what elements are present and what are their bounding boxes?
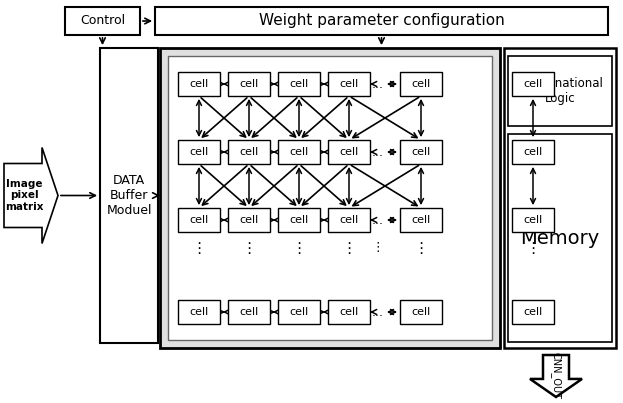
Text: cell: cell — [189, 307, 209, 317]
Bar — [178, 300, 220, 324]
Bar — [400, 72, 442, 96]
Bar — [328, 140, 370, 164]
Text: cell: cell — [239, 147, 259, 157]
Text: cell: cell — [411, 307, 430, 317]
Text: ...: ... — [372, 145, 384, 158]
Polygon shape — [4, 147, 58, 243]
Text: ⋮: ⋮ — [414, 241, 429, 256]
Bar — [160, 48, 500, 348]
Text: ...: ... — [372, 77, 384, 91]
Bar — [228, 300, 270, 324]
Bar — [168, 56, 492, 340]
Bar — [328, 300, 370, 324]
Bar — [178, 72, 220, 96]
Bar — [178, 208, 220, 232]
Text: DATA
Buffer
Moduel: DATA Buffer Moduel — [107, 174, 152, 217]
Text: ⋮: ⋮ — [241, 241, 257, 256]
Bar — [178, 140, 220, 164]
Bar — [228, 140, 270, 164]
Bar — [512, 300, 554, 324]
Text: Weight parameter configuration: Weight parameter configuration — [259, 13, 505, 29]
Text: cell: cell — [189, 147, 209, 157]
Text: cell: cell — [289, 215, 308, 225]
Text: cell: cell — [411, 147, 430, 157]
Text: ⋮: ⋮ — [292, 241, 307, 256]
Bar — [65, 7, 140, 35]
Text: ...: ... — [372, 305, 384, 318]
Text: cell: cell — [289, 307, 308, 317]
Text: cell: cell — [411, 215, 430, 225]
Text: cell: cell — [340, 307, 359, 317]
Text: Memory: Memory — [520, 229, 599, 247]
Bar — [328, 208, 370, 232]
Bar — [228, 72, 270, 96]
Bar — [508, 56, 612, 126]
Bar — [278, 140, 320, 164]
Text: ⋮: ⋮ — [191, 241, 207, 256]
Text: cell: cell — [189, 215, 209, 225]
Bar — [400, 140, 442, 164]
Text: cell: cell — [289, 147, 308, 157]
Bar — [278, 72, 320, 96]
Text: cell: cell — [239, 215, 259, 225]
Bar — [155, 7, 608, 35]
Text: cell: cell — [340, 215, 359, 225]
Bar — [278, 300, 320, 324]
Text: Control: Control — [80, 15, 125, 27]
Bar — [504, 48, 616, 348]
Bar — [100, 48, 158, 343]
Text: cell: cell — [523, 215, 543, 225]
Bar — [328, 72, 370, 96]
Text: cell: cell — [411, 79, 430, 89]
Text: ⋮: ⋮ — [525, 241, 541, 256]
Bar — [512, 72, 554, 96]
Text: Combinational
Logic: Combinational Logic — [517, 77, 603, 105]
Bar — [400, 208, 442, 232]
Text: cell: cell — [523, 147, 543, 157]
Bar — [278, 208, 320, 232]
Bar — [512, 208, 554, 232]
Text: ⋮: ⋮ — [341, 241, 356, 256]
Bar — [508, 134, 612, 342]
Bar — [512, 140, 554, 164]
Text: Image
pixel
matrix: Image pixel matrix — [5, 179, 43, 212]
Polygon shape — [530, 355, 582, 397]
Text: cell: cell — [239, 79, 259, 89]
Text: cell: cell — [289, 79, 308, 89]
Text: ⋮: ⋮ — [372, 241, 384, 255]
Text: cell: cell — [523, 79, 543, 89]
Text: cell: cell — [239, 307, 259, 317]
Text: cell: cell — [189, 79, 209, 89]
Text: cell: cell — [340, 79, 359, 89]
Text: ...: ... — [372, 214, 384, 226]
Text: CNN_OUT: CNN_OUT — [551, 353, 561, 399]
Text: cell: cell — [523, 307, 543, 317]
Bar — [400, 300, 442, 324]
Text: cell: cell — [340, 147, 359, 157]
Bar — [228, 208, 270, 232]
